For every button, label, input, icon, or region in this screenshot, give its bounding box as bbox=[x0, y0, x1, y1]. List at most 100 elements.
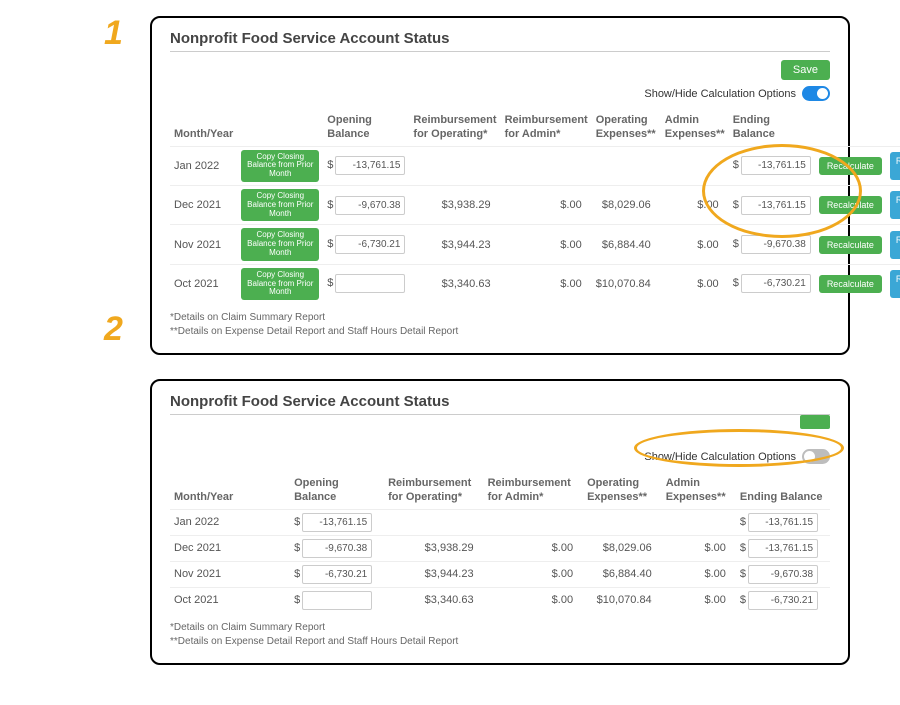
table-row: Nov 2021$$3,944.23$.00$6,884.40$.00$ bbox=[170, 561, 830, 587]
cell-admin-exp: $.00 bbox=[661, 264, 729, 303]
recalculate-all-button[interactable]: Recalculate All bbox=[890, 270, 900, 298]
recalculate-button[interactable]: Recalculate bbox=[819, 236, 882, 254]
table-row: Jan 2022Copy Closing Balance from Prior … bbox=[170, 146, 900, 185]
opening-balance-input[interactable]: $ bbox=[327, 199, 405, 211]
ending-balance-input[interactable]: $ bbox=[740, 568, 818, 580]
opening-balance-input[interactable]: $ bbox=[327, 277, 405, 289]
col-opening: Opening Balance bbox=[323, 109, 409, 146]
ending-balance-input[interactable]: $ bbox=[740, 594, 818, 606]
cell-admin-exp bbox=[662, 509, 736, 535]
recalculate-all-button[interactable]: Recalculate All bbox=[890, 191, 900, 219]
divider bbox=[170, 51, 830, 52]
ending-balance-input[interactable]: $ bbox=[740, 542, 818, 554]
panel1-title: Nonprofit Food Service Account Status bbox=[170, 30, 830, 47]
col-reimb-op: Reimbursement for Operating* bbox=[409, 109, 500, 146]
copy-closing-balance-button[interactable]: Copy Closing Balance from Prior Month bbox=[241, 268, 319, 300]
col-ending: Ending Balance bbox=[729, 109, 815, 146]
cell-reimb-admin: $.00 bbox=[484, 535, 584, 561]
table-row: Jan 2022 $ $ bbox=[170, 509, 830, 535]
cell-month: Dec 2021 bbox=[170, 185, 237, 224]
cell-reimb-op: $3,944.23 bbox=[409, 225, 500, 264]
calculation-toggle[interactable] bbox=[802, 86, 830, 101]
cell-op-exp: $6,884.40 bbox=[583, 561, 662, 587]
cell-reimb-admin: $.00 bbox=[484, 587, 584, 613]
recalculate-all-button[interactable]: Recalculate All bbox=[890, 152, 900, 180]
table-row: Dec 2021$$3,938.29$.00$8,029.06$.00$ bbox=[170, 535, 830, 561]
cell-admin-exp: $.00 bbox=[662, 561, 736, 587]
col-ending: Ending Balance bbox=[736, 472, 830, 509]
col-reimb-admin: Reimbursement for Admin* bbox=[501, 109, 592, 146]
cell-reimb-admin: $.00 bbox=[501, 185, 592, 224]
copy-closing-balance-button[interactable]: Copy Closing Balance from Prior Month bbox=[241, 228, 319, 260]
cell-op-exp: $10,070.84 bbox=[583, 587, 662, 613]
recalculate-button[interactable]: Recalculate bbox=[819, 196, 882, 214]
cell-reimb-op bbox=[384, 509, 484, 535]
opening-balance-input[interactable]: $ bbox=[294, 542, 372, 554]
col-op-exp: Operating Expenses** bbox=[592, 109, 661, 146]
toggle-label: Show/Hide Calculation Options bbox=[644, 88, 796, 100]
table-row: Oct 2021$$3,340.63$.00$10,070.84$.00$ bbox=[170, 587, 830, 613]
cell-reimb-op: $3,340.63 bbox=[409, 264, 500, 303]
ending-balance-input[interactable]: $ bbox=[733, 238, 811, 250]
col-reimb-op: Reimbursement for Operating* bbox=[384, 472, 484, 509]
opening-balance-input[interactable]: $ bbox=[294, 568, 372, 580]
cell-admin-exp: $.00 bbox=[661, 185, 729, 224]
save-button[interactable]: Save bbox=[781, 60, 830, 80]
cell-reimb-op: $3,944.23 bbox=[384, 561, 484, 587]
cell-month: Oct 2021 bbox=[170, 264, 237, 303]
cell-reimb-admin bbox=[501, 146, 592, 185]
ending-balance-input[interactable]: $ bbox=[733, 199, 811, 211]
cell-op-exp: $8,029.06 bbox=[592, 185, 661, 224]
table-row: Dec 2021Copy Closing Balance from Prior … bbox=[170, 185, 900, 224]
cell-month: Nov 2021 bbox=[170, 561, 290, 587]
opening-balance-input[interactable]: $ bbox=[294, 516, 372, 528]
recalculate-button[interactable]: Recalculate bbox=[819, 157, 882, 175]
calculation-toggle[interactable] bbox=[802, 449, 830, 464]
col-month: Month/Year bbox=[170, 472, 290, 509]
col-opening: Opening Balance bbox=[290, 472, 384, 509]
table-row: Oct 2021Copy Closing Balance from Prior … bbox=[170, 264, 900, 303]
col-reimb-admin: Reimbursement for Admin* bbox=[484, 472, 584, 509]
col-admin-exp: Admin Expenses** bbox=[661, 109, 729, 146]
cell-admin-exp: $.00 bbox=[662, 587, 736, 613]
save-button-peek[interactable] bbox=[800, 415, 830, 429]
opening-balance-input[interactable]: $ bbox=[327, 159, 405, 171]
cell-op-exp: $6,884.40 bbox=[592, 225, 661, 264]
ending-balance-input[interactable]: $ bbox=[733, 159, 811, 171]
cell-reimb-admin: $.00 bbox=[501, 225, 592, 264]
cell-month: Dec 2021 bbox=[170, 535, 290, 561]
cell-reimb-op bbox=[409, 146, 500, 185]
cell-admin-exp: $.00 bbox=[662, 535, 736, 561]
cell-reimb-op: $3,340.63 bbox=[384, 587, 484, 613]
panel2-title: Nonprofit Food Service Account Status bbox=[170, 393, 830, 410]
table-row: Nov 2021Copy Closing Balance from Prior … bbox=[170, 225, 900, 264]
ending-balance-input[interactable]: $ bbox=[733, 277, 811, 289]
cell-admin-exp bbox=[661, 146, 729, 185]
cell-op-exp: $10,070.84 bbox=[592, 264, 661, 303]
footnote-1: *Details on Claim Summary Report bbox=[170, 621, 830, 635]
copy-closing-balance-button[interactable]: Copy Closing Balance from Prior Month bbox=[241, 150, 319, 182]
col-op-exp: Operating Expenses** bbox=[583, 472, 662, 509]
cell-op-exp bbox=[583, 509, 662, 535]
cell-reimb-op: $3,938.29 bbox=[384, 535, 484, 561]
cell-op-exp: $8,029.06 bbox=[583, 535, 662, 561]
toggle-label: Show/Hide Calculation Options bbox=[644, 451, 796, 463]
opening-balance-input[interactable]: $ bbox=[294, 594, 372, 606]
opening-balance-input[interactable]: $ bbox=[327, 238, 405, 250]
account-table-1: Month/Year Opening Balance Reimbursement… bbox=[170, 109, 900, 303]
panel-2: Nonprofit Food Service Account Status Sa… bbox=[150, 379, 850, 665]
footnote-2: **Details on Expense Detail Report and S… bbox=[170, 325, 830, 339]
cell-month: Nov 2021 bbox=[170, 225, 237, 264]
ending-balance-input[interactable]: $ bbox=[740, 516, 818, 528]
recalculate-button[interactable]: Recalculate bbox=[819, 275, 882, 293]
col-month: Month/Year bbox=[170, 109, 237, 146]
col-admin-exp: Admin Expenses** bbox=[662, 472, 736, 509]
copy-closing-balance-button[interactable]: Copy Closing Balance from Prior Month bbox=[241, 189, 319, 221]
divider bbox=[170, 414, 830, 415]
footnote-1: *Details on Claim Summary Report bbox=[170, 311, 830, 325]
cell-month: Oct 2021 bbox=[170, 587, 290, 613]
cell-reimb-admin bbox=[484, 509, 584, 535]
cell-month: Jan 2022 bbox=[170, 509, 290, 535]
recalculate-all-button[interactable]: Recalculate All bbox=[890, 231, 900, 259]
account-table-2: Month/Year Opening Balance Reimbursement… bbox=[170, 472, 830, 613]
